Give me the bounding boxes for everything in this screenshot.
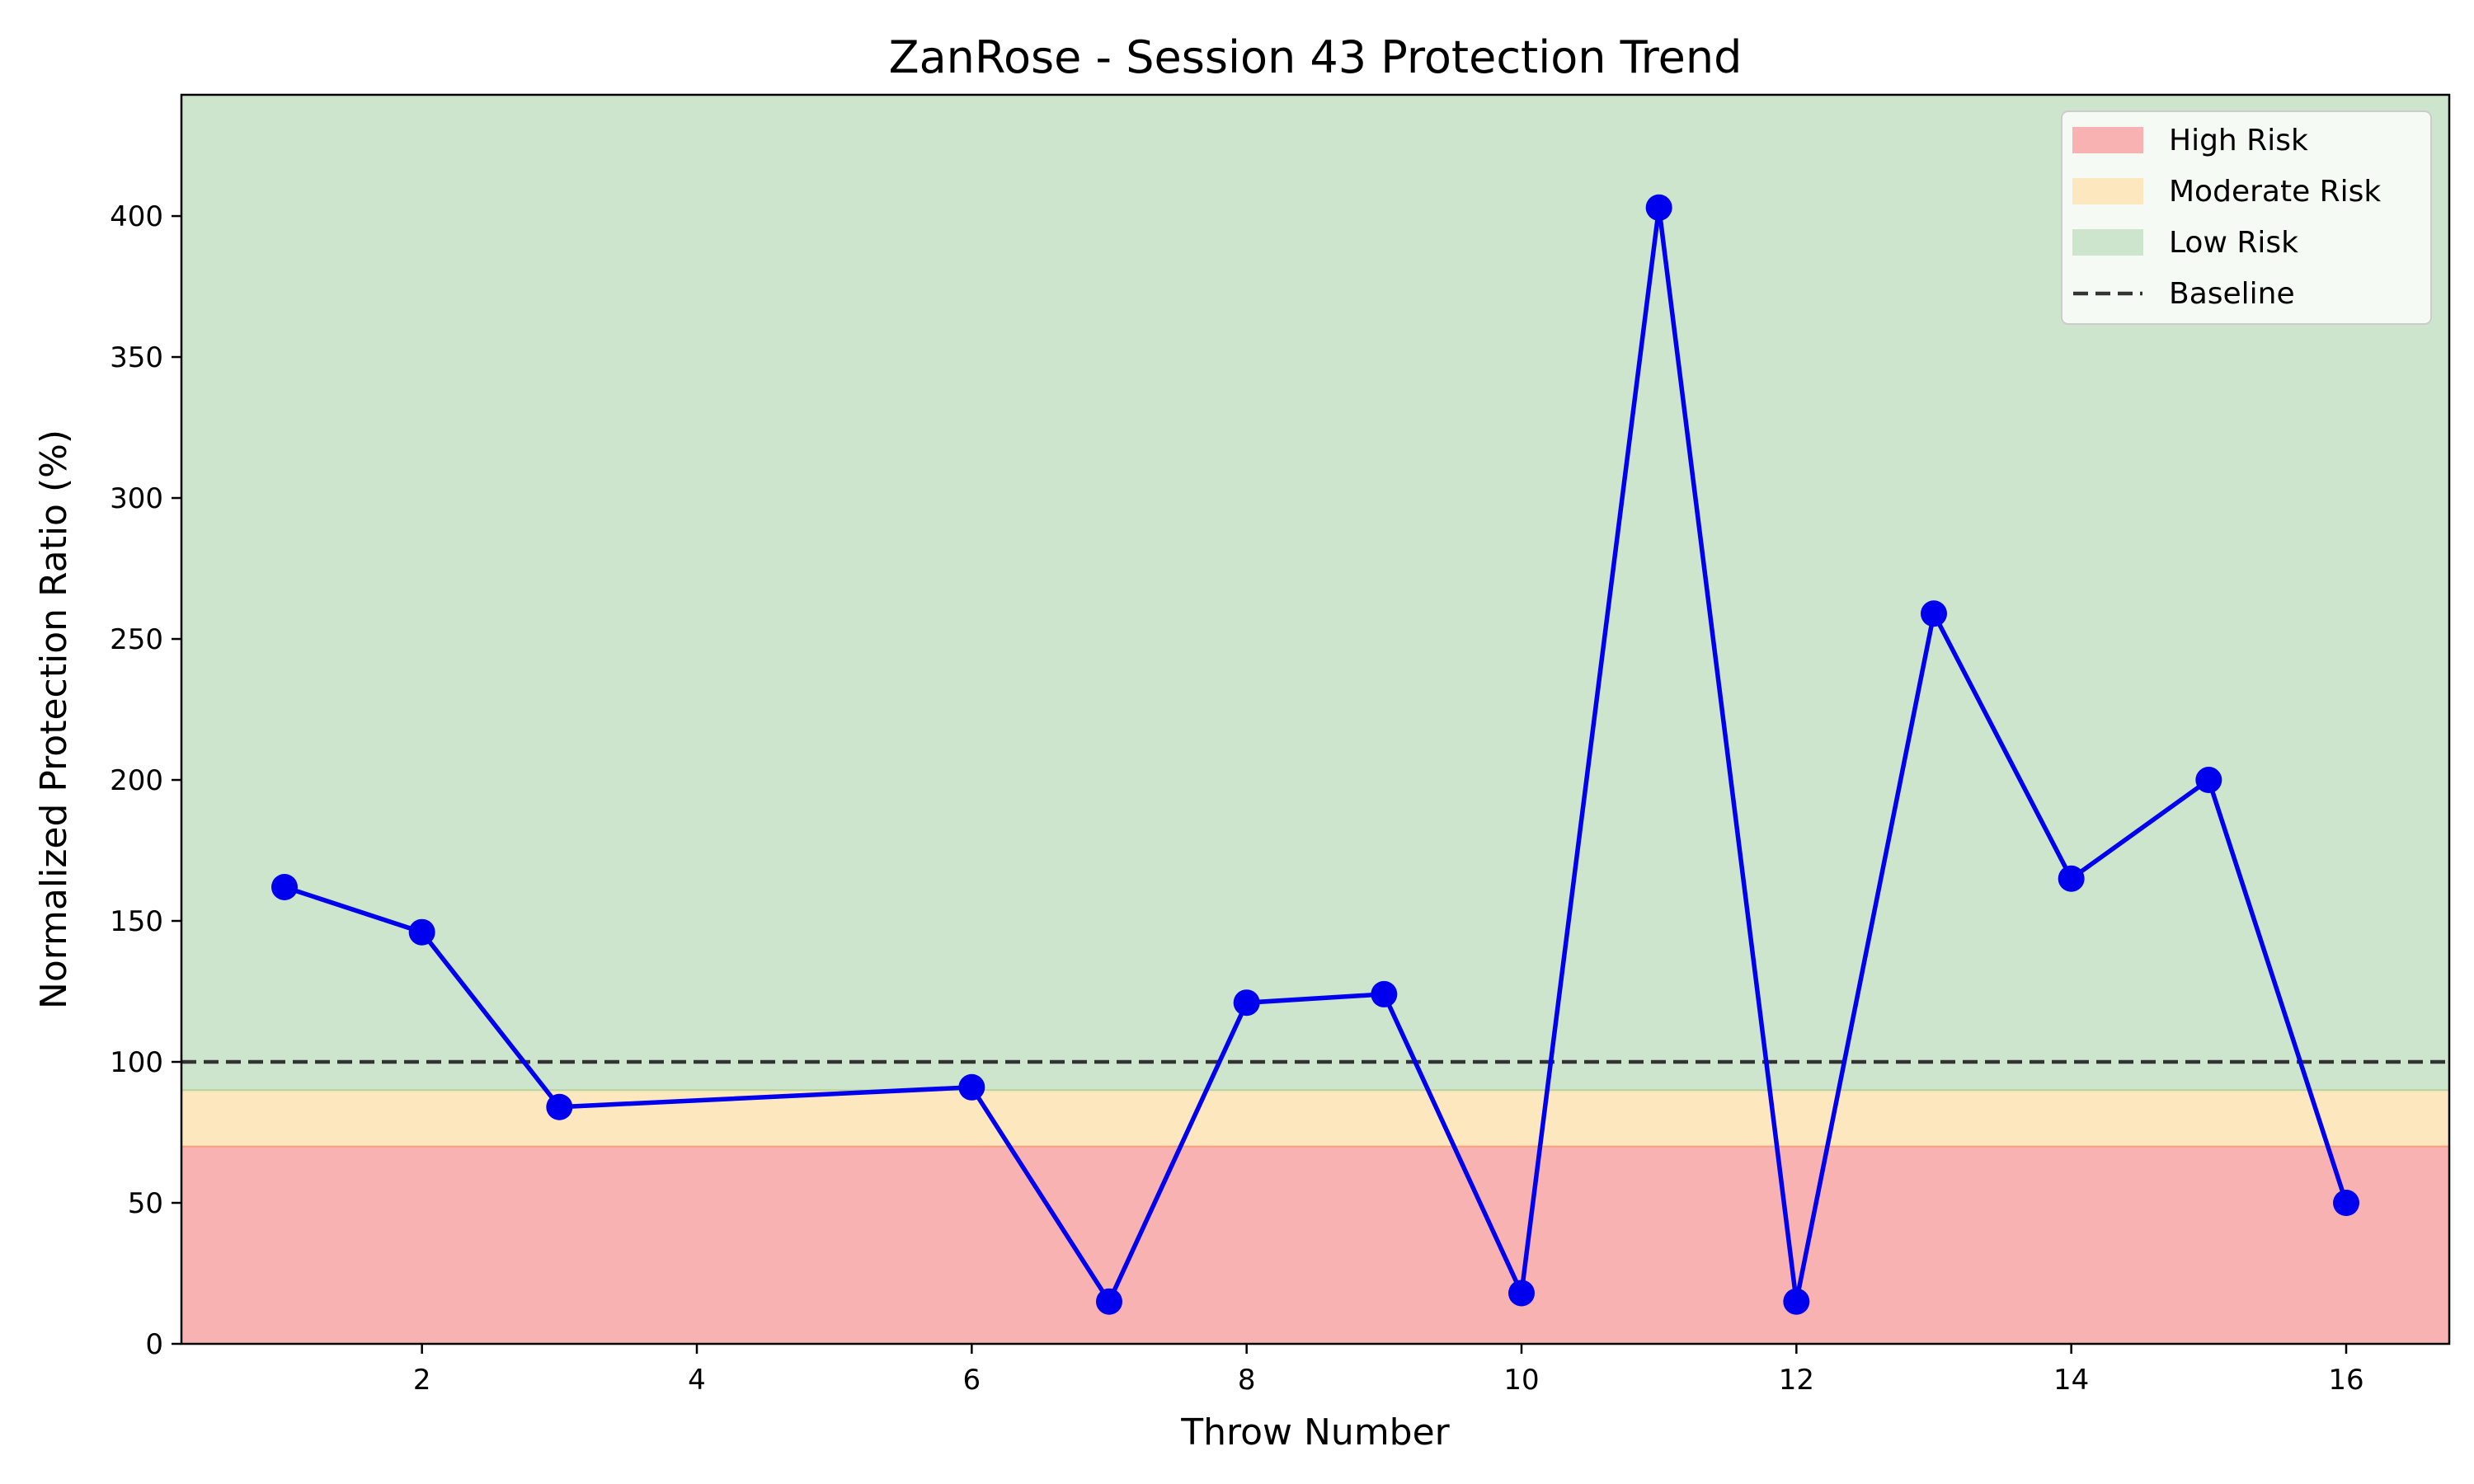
plot-frame bbox=[180, 93, 2451, 1345]
x-tick-label: 16 bbox=[2328, 1364, 2363, 1397]
legend: High Risk Moderate Risk Low Risk Baseline bbox=[2061, 110, 2432, 325]
x-tick-label: 14 bbox=[2053, 1364, 2089, 1397]
y-tick-label: 0 bbox=[145, 1328, 163, 1361]
legend-swatch bbox=[2072, 127, 2143, 153]
x-axis-ticks: 2 4 6 8 10 12 14 16 bbox=[413, 1344, 2364, 1397]
data-point bbox=[1783, 1288, 1810, 1315]
data-point bbox=[958, 1073, 985, 1101]
x-tick-label: 4 bbox=[688, 1364, 706, 1397]
x-tick-label: 10 bbox=[1503, 1364, 1539, 1397]
data-point bbox=[1921, 600, 1947, 627]
data-point bbox=[271, 873, 298, 900]
data-point bbox=[2058, 865, 2085, 892]
x-tick-label: 6 bbox=[963, 1364, 981, 1397]
chart-title: ZanRose - Session 43 Protection Trend bbox=[889, 31, 1743, 83]
y-axis-label: Normalized Protection Ratio (%) bbox=[33, 430, 75, 1009]
data-point bbox=[546, 1093, 573, 1120]
risk-bands bbox=[181, 95, 2449, 1344]
y-tick-label: 150 bbox=[110, 905, 163, 938]
band-high-risk bbox=[181, 1146, 2449, 1344]
data-point bbox=[1508, 1280, 1535, 1307]
legend-label: High Risk bbox=[2169, 124, 2308, 157]
data-point bbox=[408, 918, 435, 946]
x-axis-label: Throw Number bbox=[1180, 1411, 1450, 1453]
x-tick-label: 12 bbox=[1779, 1364, 1814, 1397]
x-tick-label: 8 bbox=[1238, 1364, 1256, 1397]
data-point bbox=[1233, 989, 1260, 1017]
y-tick-label: 400 bbox=[110, 200, 163, 233]
series-layer bbox=[271, 194, 2359, 1315]
y-tick-label: 100 bbox=[110, 1046, 163, 1079]
x-tick-label: 2 bbox=[413, 1364, 431, 1397]
band-moderate-risk bbox=[181, 1090, 2449, 1147]
data-point bbox=[2333, 1190, 2359, 1217]
y-tick-label: 50 bbox=[128, 1187, 163, 1220]
legend-swatch bbox=[2072, 178, 2143, 204]
legend-swatch bbox=[2072, 229, 2143, 256]
y-tick-label: 250 bbox=[110, 623, 163, 656]
data-point bbox=[1096, 1288, 1122, 1315]
legend-label: Moderate Risk bbox=[2169, 175, 2381, 209]
legend-label: Baseline bbox=[2169, 277, 2295, 311]
y-tick-label: 350 bbox=[110, 341, 163, 374]
y-tick-label: 200 bbox=[110, 764, 163, 797]
y-tick-label: 300 bbox=[110, 482, 163, 515]
data-point bbox=[1371, 980, 1398, 1007]
data-point bbox=[2195, 767, 2222, 794]
series-line bbox=[284, 205, 2349, 1304]
y-axis-ticks: 0 50 100 150 200 250 300 350 400 bbox=[110, 200, 181, 1361]
legend-label: Low Risk bbox=[2169, 226, 2298, 260]
legend-box bbox=[2061, 110, 2432, 325]
data-point bbox=[1645, 194, 1672, 221]
